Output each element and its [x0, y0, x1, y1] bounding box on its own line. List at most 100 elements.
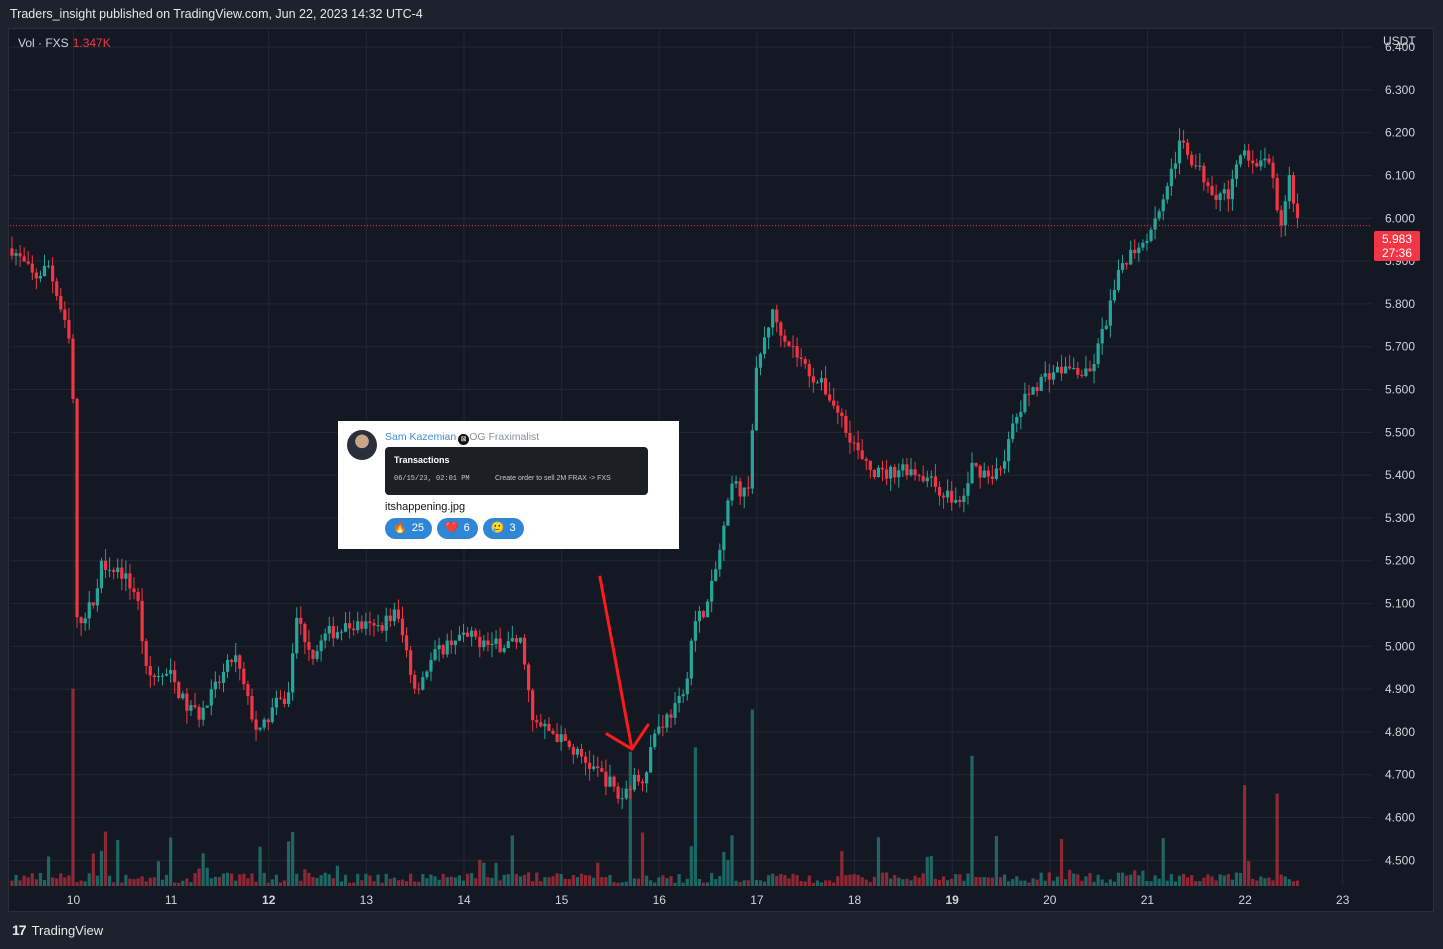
volume-bar	[522, 874, 527, 886]
candle	[124, 560, 128, 592]
current-price: 5.983	[1381, 232, 1413, 246]
candle	[348, 611, 352, 639]
volume-bar	[1226, 873, 1230, 886]
candle-body	[1076, 368, 1080, 375]
volume-bar	[246, 878, 250, 886]
candle-body	[51, 265, 55, 282]
candle	[1190, 151, 1194, 168]
candle-body	[59, 295, 63, 310]
candle	[87, 590, 91, 630]
candle-body	[173, 670, 177, 683]
candle	[775, 304, 779, 333]
candle-body	[738, 481, 742, 497]
volume-bar	[921, 873, 925, 886]
volume-bar	[1120, 872, 1125, 886]
volume-bar	[1238, 872, 1243, 886]
y-tick-label: 5.400	[1385, 468, 1415, 482]
candle-body	[714, 569, 718, 581]
candle-body	[441, 645, 445, 655]
candle	[783, 329, 787, 348]
volume-bar	[807, 875, 811, 886]
candle-body	[1116, 269, 1121, 290]
volume-bar	[742, 880, 746, 886]
candle	[575, 746, 580, 759]
candle-body	[811, 376, 815, 383]
candle	[811, 367, 815, 393]
candle-body	[213, 681, 217, 690]
volume-bar	[71, 688, 75, 886]
candle	[1279, 205, 1283, 238]
candle-body	[563, 734, 567, 741]
candle-body	[465, 632, 470, 637]
candle	[807, 359, 811, 388]
candle	[482, 635, 486, 652]
volume-bar	[592, 877, 596, 886]
volume-bar	[63, 877, 67, 886]
candle-body	[189, 705, 193, 711]
candle-body	[449, 640, 453, 646]
candle-body	[685, 678, 689, 695]
candle-body	[1251, 160, 1255, 164]
candle-body	[840, 412, 844, 417]
candle-body	[234, 655, 238, 663]
volume-bar	[1218, 874, 1222, 886]
volume-bar	[1051, 880, 1055, 886]
candle-body	[697, 611, 702, 622]
smile-tear-reaction: 🥲 3	[482, 518, 524, 539]
candle	[311, 649, 315, 665]
price-unit: USDT	[1383, 34, 1416, 48]
candle-body	[636, 774, 641, 782]
volume-bar	[1194, 881, 1198, 886]
candle-body	[299, 617, 303, 624]
candle	[307, 629, 311, 661]
candle	[1063, 357, 1068, 374]
candle	[266, 718, 270, 731]
candle	[10, 236, 14, 260]
volume-bar	[343, 874, 348, 886]
volume-bar	[441, 873, 445, 886]
volume-bar	[1137, 875, 1141, 886]
volume-bar	[901, 879, 905, 886]
volume-bar	[1214, 880, 1218, 886]
candle-body	[1206, 182, 1210, 186]
volume-bar	[486, 877, 490, 886]
candle-body	[632, 774, 636, 790]
candle-body	[929, 476, 933, 478]
volume-bar	[502, 874, 506, 886]
candle	[1259, 150, 1263, 171]
candle-body	[136, 592, 140, 601]
volume-bar	[1263, 878, 1267, 886]
volume-bar	[669, 876, 673, 886]
volume-bar	[270, 879, 274, 886]
candle	[103, 548, 108, 579]
volume-bar	[1080, 880, 1084, 886]
volume-bar	[1210, 876, 1214, 886]
candle-body	[185, 693, 189, 711]
candle	[26, 251, 30, 266]
candle	[823, 365, 828, 396]
candle	[22, 247, 26, 263]
candle-body	[705, 601, 710, 618]
candle	[1035, 382, 1039, 397]
candle-body	[1255, 163, 1259, 167]
x-tick-label: 21	[1141, 893, 1155, 907]
candle-body	[644, 772, 649, 784]
volume-bar	[982, 877, 986, 886]
candle-body	[1039, 376, 1043, 391]
volume-bar	[482, 862, 486, 886]
volume-bar	[1015, 876, 1019, 886]
volume-bar	[1112, 881, 1117, 886]
candle-body	[258, 727, 262, 730]
volume-bar	[209, 878, 213, 886]
candle	[616, 782, 620, 804]
candle	[738, 477, 742, 506]
candle-body	[400, 618, 405, 636]
candle-body	[689, 640, 693, 679]
candle-body	[1027, 393, 1031, 395]
candle-body	[767, 327, 771, 338]
y-tick-label: 6.400	[1385, 40, 1415, 54]
volume-bar	[1039, 872, 1043, 886]
volume-bar	[836, 876, 840, 886]
volume-bar	[612, 882, 616, 886]
candle	[868, 460, 872, 479]
